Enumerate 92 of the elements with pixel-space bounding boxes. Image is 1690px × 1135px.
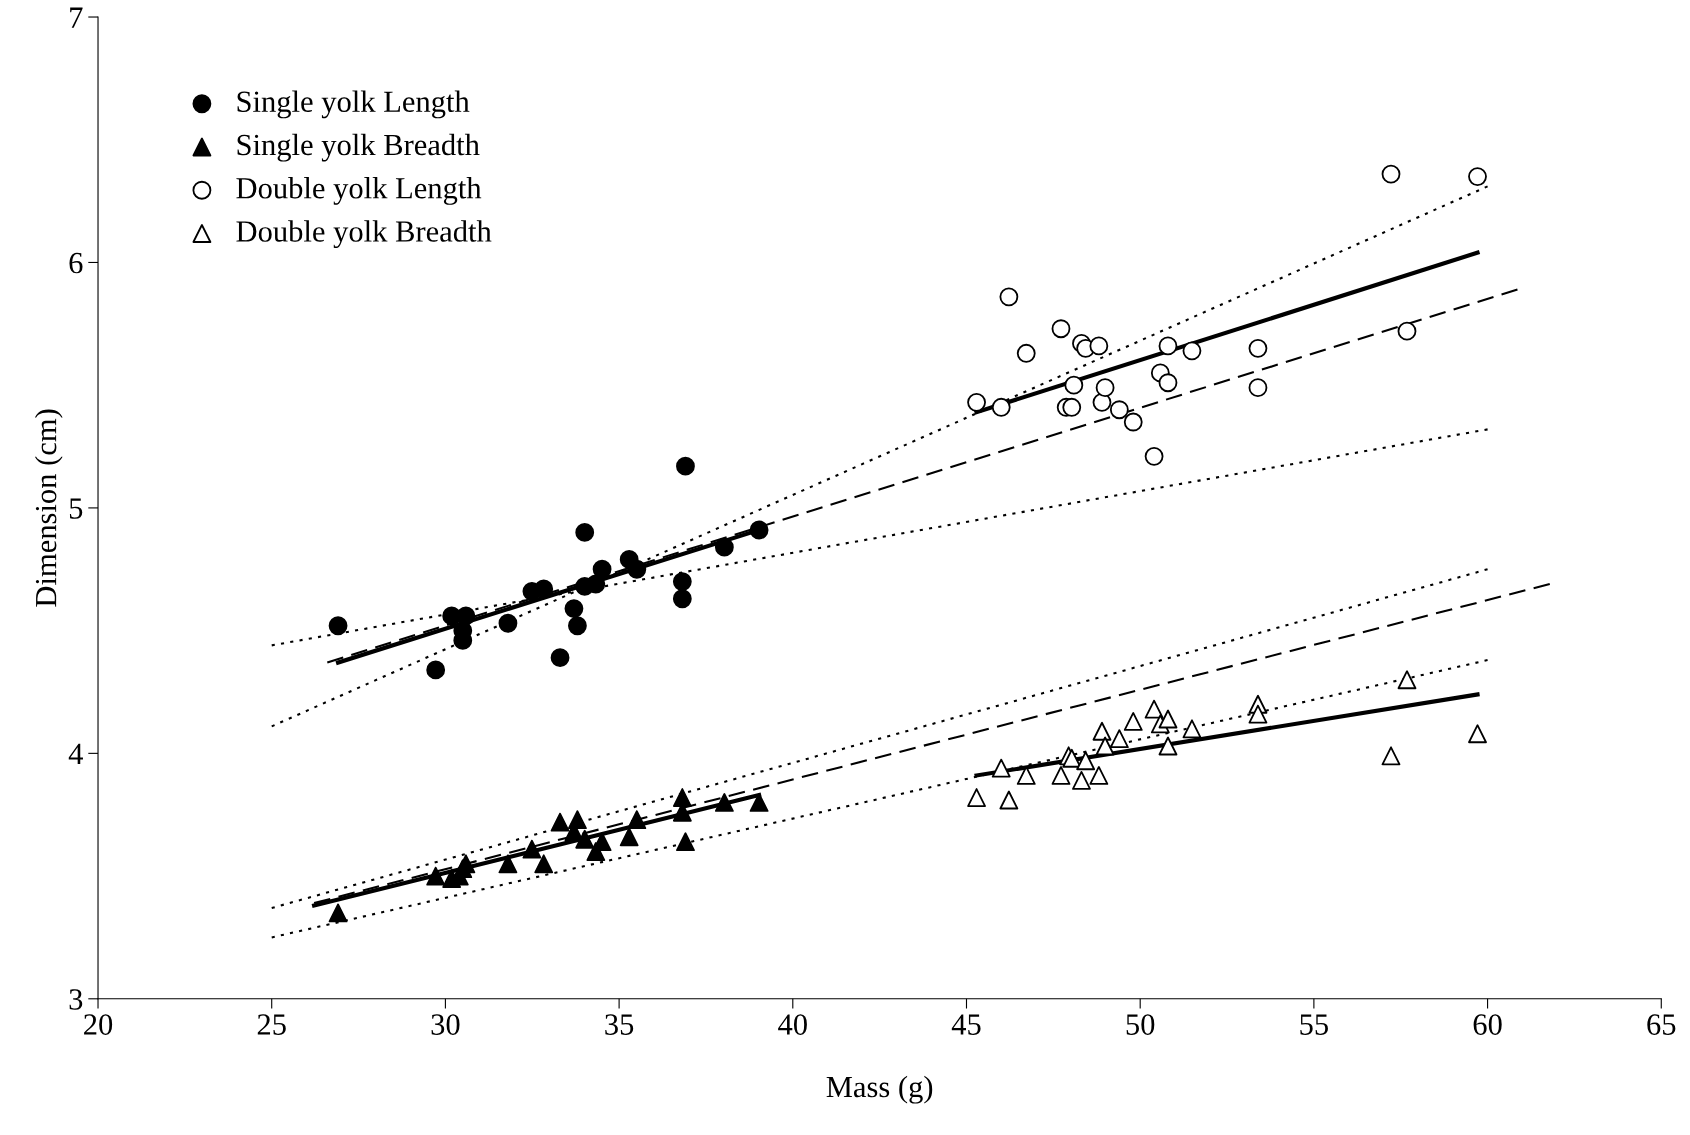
point <box>672 589 692 609</box>
x-tick-label: 50 <box>1126 1014 1155 1035</box>
point <box>967 392 986 412</box>
y-tick-label: 6 <box>69 252 83 274</box>
point <box>1248 378 1268 398</box>
point <box>564 599 584 618</box>
point <box>967 788 986 807</box>
point <box>1095 378 1115 398</box>
point <box>1468 724 1487 744</box>
point <box>1158 373 1178 393</box>
y-tick-label: 4 <box>68 743 83 764</box>
legend-label: Double yolk Length <box>236 177 482 205</box>
x-axis-title: Mass (g) <box>826 1075 933 1104</box>
point <box>586 574 606 594</box>
point <box>676 456 695 476</box>
point <box>575 523 595 542</box>
x-tick-label: 40 <box>778 1014 807 1035</box>
point <box>1064 375 1084 395</box>
point <box>619 827 639 847</box>
point <box>328 616 348 636</box>
point <box>1468 167 1487 186</box>
point <box>1089 766 1109 785</box>
point <box>1109 729 1129 749</box>
point <box>1381 164 1401 184</box>
point <box>672 572 692 591</box>
point <box>1016 766 1036 785</box>
point <box>1076 751 1096 771</box>
point <box>1248 338 1268 358</box>
point <box>749 520 769 540</box>
x-tick-label: 60 <box>1473 1014 1502 1035</box>
point <box>1144 446 1164 466</box>
point <box>1158 736 1178 756</box>
legend-label: Single yolk Breadth <box>237 133 480 162</box>
point <box>1016 343 1036 363</box>
point <box>1051 319 1071 339</box>
point <box>1109 400 1129 420</box>
point <box>1381 746 1401 766</box>
point <box>456 606 476 626</box>
point <box>749 793 769 812</box>
y-tick-label: 5 <box>69 498 83 519</box>
point <box>672 788 692 807</box>
point <box>1072 770 1091 790</box>
point <box>714 793 734 812</box>
point <box>1089 336 1109 356</box>
legend-label: Single yolk Length <box>237 90 470 119</box>
point <box>1051 766 1071 785</box>
x-tick-label: 55 <box>1300 1014 1328 1035</box>
point <box>676 832 695 852</box>
point <box>568 616 587 636</box>
point <box>550 648 570 668</box>
point <box>498 613 518 633</box>
point <box>1092 721 1112 741</box>
point <box>426 660 446 680</box>
point <box>522 839 542 859</box>
point <box>1095 736 1115 756</box>
point <box>534 579 554 599</box>
x-tick-label: 30 <box>431 1014 460 1035</box>
x-tick-label: 65 <box>1647 1014 1676 1035</box>
point <box>550 812 570 832</box>
y-tick-label: 3 <box>69 989 83 1010</box>
point <box>1397 321 1417 341</box>
point <box>999 287 1019 307</box>
point <box>1248 704 1268 724</box>
y-axis-title: Dimension (cm) <box>34 409 63 607</box>
x-tick-label: 25 <box>257 1014 286 1035</box>
point <box>1062 397 1082 417</box>
point <box>534 854 554 874</box>
x-tick-label: 20 <box>84 1014 113 1035</box>
y-tick-label: 7 <box>70 7 83 28</box>
point <box>575 829 595 849</box>
point <box>999 790 1019 810</box>
point <box>991 758 1011 778</box>
point <box>1397 670 1417 690</box>
point <box>498 854 518 874</box>
legend-label: Double yolk Breadth <box>236 220 492 249</box>
x-tick-label: 45 <box>951 1014 981 1035</box>
point <box>1182 341 1202 361</box>
point <box>1158 709 1178 729</box>
point <box>627 559 647 579</box>
x-tick-label: 35 <box>605 1014 634 1035</box>
point <box>426 866 446 886</box>
point <box>1182 719 1202 739</box>
point <box>1144 699 1164 719</box>
point <box>627 810 647 830</box>
point <box>1123 412 1143 432</box>
point <box>592 559 612 579</box>
point <box>328 903 348 923</box>
point <box>1123 712 1143 731</box>
point <box>714 537 734 557</box>
point <box>568 810 587 830</box>
point <box>1158 336 1178 356</box>
point <box>991 397 1011 417</box>
